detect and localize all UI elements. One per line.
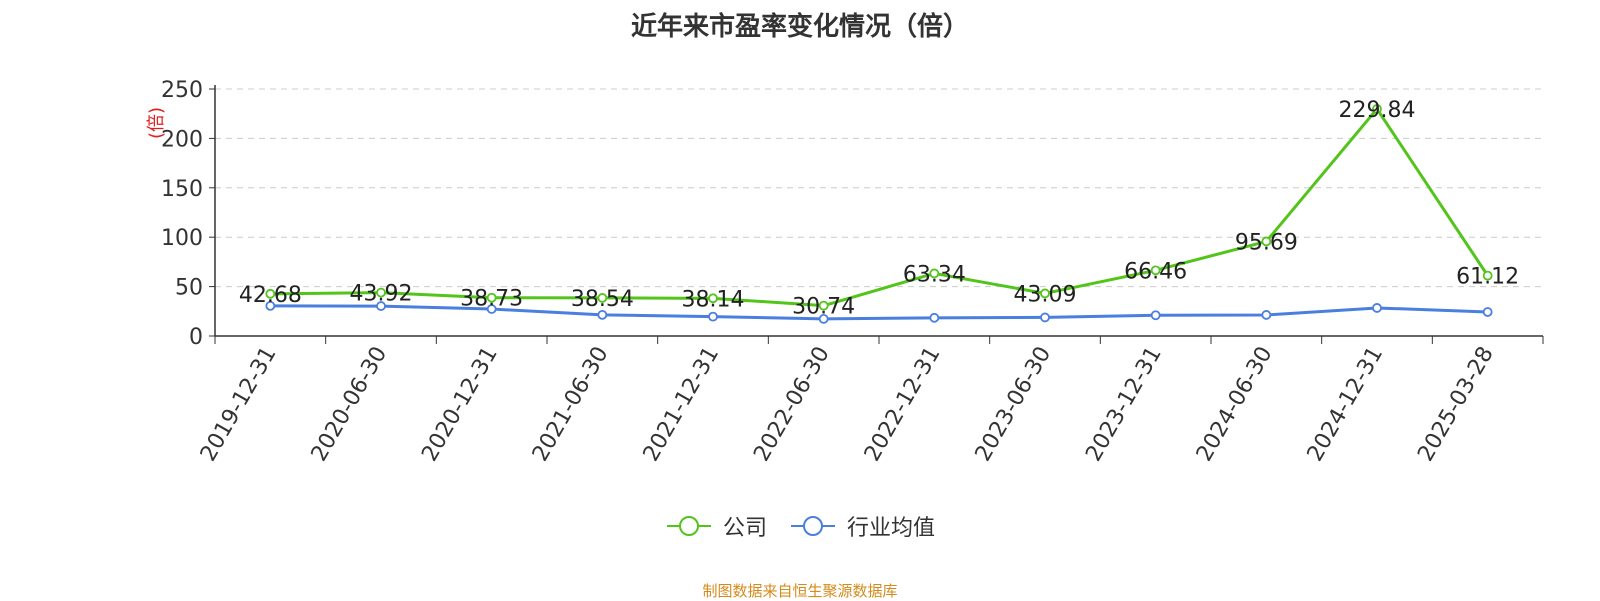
data-point-0 [818, 300, 829, 311]
x-tick-label: 2020-06-30 [307, 343, 393, 466]
data-point-0 [486, 292, 497, 303]
data-point-1 [929, 312, 940, 323]
data-point-1 [486, 304, 497, 314]
data-label: 38.14 [682, 287, 745, 312]
y-tick-label: 0 [189, 325, 203, 350]
x-tick-label: 2023-06-30 [971, 343, 1057, 466]
series-line-1 [270, 304, 1488, 321]
data-label: 38.54 [571, 287, 634, 312]
chart-title: 近年来市盈率变化情况（倍） [630, 12, 969, 42]
legend-item-industry[interactable]: 行业均值 [789, 510, 935, 542]
data-point-0 [1482, 270, 1493, 281]
data-point-0 [597, 293, 608, 303]
x-tick-label: 2024-06-30 [1192, 343, 1278, 466]
data-point-1 [818, 314, 829, 324]
x-tick-label: 2021-06-30 [528, 343, 614, 466]
data-point-1 [376, 301, 386, 311]
data-label: 42.68 [239, 283, 302, 308]
data-point-0 [1261, 236, 1272, 247]
data-point-1 [1150, 310, 1161, 321]
data-point-1 [597, 309, 608, 320]
series-line-0 [270, 107, 1489, 308]
data-point-0 [1150, 265, 1161, 276]
x-tick-label: 2022-12-31 [860, 343, 946, 466]
x-tick-label: 2024-12-31 [1303, 343, 1389, 466]
data-point-1 [265, 300, 276, 311]
data-point-1 [1372, 303, 1382, 313]
data-point-0 [1372, 104, 1382, 114]
data-label: 43.92 [350, 282, 413, 307]
data-label: 30.74 [792, 295, 855, 320]
data-source-note: 制图数据来自恒生聚源数据库 [702, 582, 898, 600]
data-point-0 [708, 293, 718, 304]
x-tick-label: 2023-12-31 [1081, 343, 1167, 466]
y-tick-label: 50 [175, 276, 203, 301]
y-tick-label: 250 [161, 78, 203, 103]
legend-industry-label: 行业均值 [847, 516, 936, 541]
data-label: 63.34 [903, 262, 966, 287]
data-point-1 [1261, 310, 1272, 320]
legend-industry-marker-icon [791, 516, 835, 536]
data-point-1 [708, 311, 718, 322]
y-tick-label: 200 [161, 127, 203, 152]
y-tick-label: 150 [161, 177, 203, 202]
legend-company-label: 公司 [722, 516, 767, 541]
legend-item-company[interactable]: 公司 [665, 510, 767, 542]
data-point-1 [1482, 307, 1493, 317]
data-label: 43.09 [1014, 282, 1077, 307]
data-point-0 [265, 288, 276, 299]
x-tick-label: 2021-12-31 [639, 343, 725, 466]
data-point-0 [1040, 288, 1050, 299]
x-tick-label: 2022-06-30 [749, 343, 835, 466]
legend: 公司 行业均值 [0, 510, 1600, 542]
data-point-1 [1040, 312, 1050, 323]
data-label: 61.12 [1456, 265, 1519, 290]
data-label: 66.46 [1124, 259, 1187, 284]
legend-company-marker-icon [666, 516, 711, 536]
x-tick-label: 2025-03-28 [1413, 343, 1499, 466]
y-tick-label: 100 [161, 226, 203, 251]
data-point-0 [376, 287, 386, 298]
data-label: 229.84 [1339, 98, 1416, 123]
y-axis-label: (倍) [146, 107, 167, 139]
x-tick-label: 2020-12-31 [417, 343, 503, 466]
x-tick-label: 2019-12-31 [196, 343, 282, 466]
data-point-0 [929, 268, 940, 279]
data-label: 95.69 [1235, 230, 1298, 255]
data-label: 38.73 [460, 287, 523, 312]
